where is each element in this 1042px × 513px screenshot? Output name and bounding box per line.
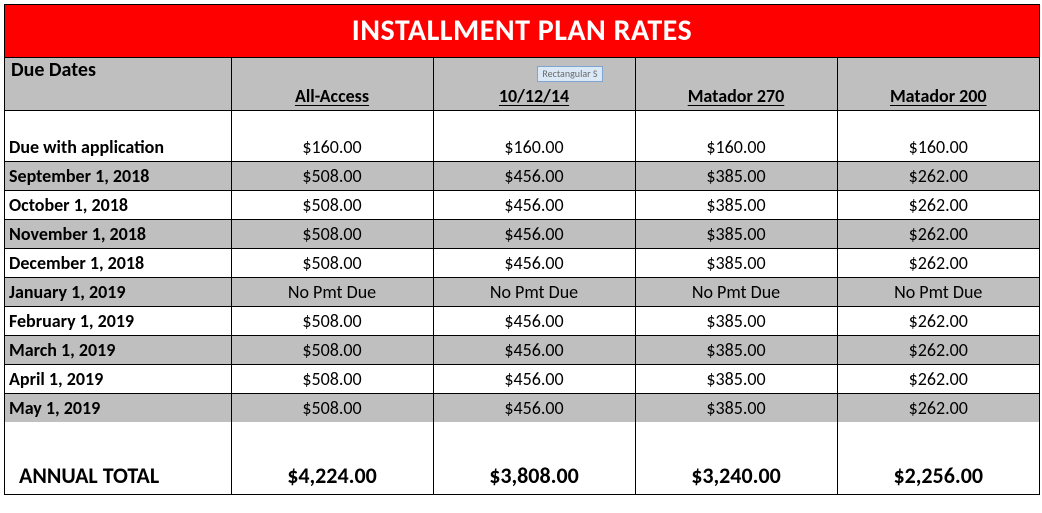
row-label-cell: December 1, 2018	[5, 249, 231, 278]
table-title: INSTALLMENT PLAN RATES	[5, 5, 1039, 58]
row-label-cell: February 1, 2019	[5, 307, 231, 336]
cell-c1: $508.00	[231, 220, 433, 249]
cell-c2: $456.00	[433, 365, 635, 394]
cell-c2: $456.00	[433, 220, 635, 249]
cell-c3: $385.00	[635, 191, 837, 220]
cell-c4: $262.00	[837, 249, 1039, 278]
total-c4: $2,256.00	[837, 422, 1039, 494]
cell-c2: No Pmt Due	[433, 278, 635, 307]
table-body: Due with application$160.00$160.00$160.0…	[5, 111, 1039, 495]
table-row: April 1, 2019$508.00$456.00$385.00$262.0…	[5, 365, 1039, 394]
cell-c1: $508.00	[231, 249, 433, 278]
cell-c1: $508.00	[231, 307, 433, 336]
table-row: February 1, 2019$508.00$456.00$385.00$26…	[5, 307, 1039, 336]
cell-c3: $385.00	[635, 249, 837, 278]
cell-c3: $160.00	[635, 133, 837, 162]
cell-c1: $508.00	[231, 191, 433, 220]
header-matador-270: Matador 270	[635, 58, 837, 111]
cell-c2: $456.00	[433, 249, 635, 278]
cell-c2: $456.00	[433, 336, 635, 365]
row-label-cell: January 1, 2019	[5, 278, 231, 307]
cell-c1: $508.00	[231, 394, 433, 423]
table-row: November 1, 2018$508.00$456.00$385.00$26…	[5, 220, 1039, 249]
cell-c1: $508.00	[231, 365, 433, 394]
total-label: ANNUAL TOTAL	[5, 422, 231, 494]
cell-c2: $456.00	[433, 307, 635, 336]
table-row: December 1, 2018$508.00$456.00$385.00$26…	[5, 249, 1039, 278]
header-matador-200: Matador 200	[837, 58, 1039, 111]
cell-c3: $385.00	[635, 394, 837, 423]
cell-c3: No Pmt Due	[635, 278, 837, 307]
cell-c2: $456.00	[433, 394, 635, 423]
cell-c3: $385.00	[635, 220, 837, 249]
table-row: September 1, 2018$508.00$456.00$385.00$2…	[5, 162, 1039, 191]
cell-c1: $160.00	[231, 133, 433, 162]
cell-c4: $262.00	[837, 394, 1039, 423]
total-row: ANNUAL TOTAL$4,224.00$3,808.00$3,240.00$…	[5, 422, 1039, 494]
row-label-cell: March 1, 2019	[5, 336, 231, 365]
total-c2: $3,808.00	[433, 422, 635, 494]
cell-c4: $262.00	[837, 365, 1039, 394]
header-all-access: All-Access	[231, 58, 433, 111]
header-col2-text: 10/12/14	[499, 85, 569, 107]
cell-c1: $508.00	[231, 336, 433, 365]
header-due-dates: Due Dates	[5, 58, 231, 111]
spacer-row	[5, 111, 1039, 134]
row-label-cell: September 1, 2018	[5, 162, 231, 191]
cell-c4: $262.00	[837, 336, 1039, 365]
table-row: October 1, 2018$508.00$456.00$385.00$262…	[5, 191, 1039, 220]
table-row: March 1, 2019$508.00$456.00$385.00$262.0…	[5, 336, 1039, 365]
cell-c4: $160.00	[837, 133, 1039, 162]
row-label-cell: April 1, 2019	[5, 365, 231, 394]
row-label-cell: Due with application	[5, 133, 231, 162]
row-label-cell: October 1, 2018	[5, 191, 231, 220]
cell-c3: $385.00	[635, 365, 837, 394]
rates-table: Due Dates All-Access 10/12/14 Rectangula…	[5, 58, 1039, 494]
table-row: May 1, 2019$508.00$456.00$385.00$262.00	[5, 394, 1039, 423]
cell-c4: $262.00	[837, 191, 1039, 220]
total-c3: $3,240.00	[635, 422, 837, 494]
table-row: January 1, 2019No Pmt DueNo Pmt DueNo Pm…	[5, 278, 1039, 307]
cell-c3: $385.00	[635, 162, 837, 191]
header-10-12-14: 10/12/14 Rectangular S	[433, 58, 635, 111]
cell-c4: $262.00	[837, 220, 1039, 249]
rates-table-container: INSTALLMENT PLAN RATES Due Dates All-Acc…	[4, 4, 1040, 495]
cell-c4: $262.00	[837, 307, 1039, 336]
cell-c3: $385.00	[635, 336, 837, 365]
row-label-cell: May 1, 2019	[5, 394, 231, 423]
cell-c2: $456.00	[433, 162, 635, 191]
header-row: Due Dates All-Access 10/12/14 Rectangula…	[5, 58, 1039, 111]
total-c1: $4,224.00	[231, 422, 433, 494]
cell-c3: $385.00	[635, 307, 837, 336]
cell-c2: $160.00	[433, 133, 635, 162]
cell-c4: No Pmt Due	[837, 278, 1039, 307]
cell-c1: No Pmt Due	[231, 278, 433, 307]
cell-c4: $262.00	[837, 162, 1039, 191]
table-row: Due with application$160.00$160.00$160.0…	[5, 133, 1039, 162]
row-label-cell: November 1, 2018	[5, 220, 231, 249]
cell-c2: $456.00	[433, 191, 635, 220]
rectangular-artifact: Rectangular S	[537, 66, 602, 82]
cell-c1: $508.00	[231, 162, 433, 191]
